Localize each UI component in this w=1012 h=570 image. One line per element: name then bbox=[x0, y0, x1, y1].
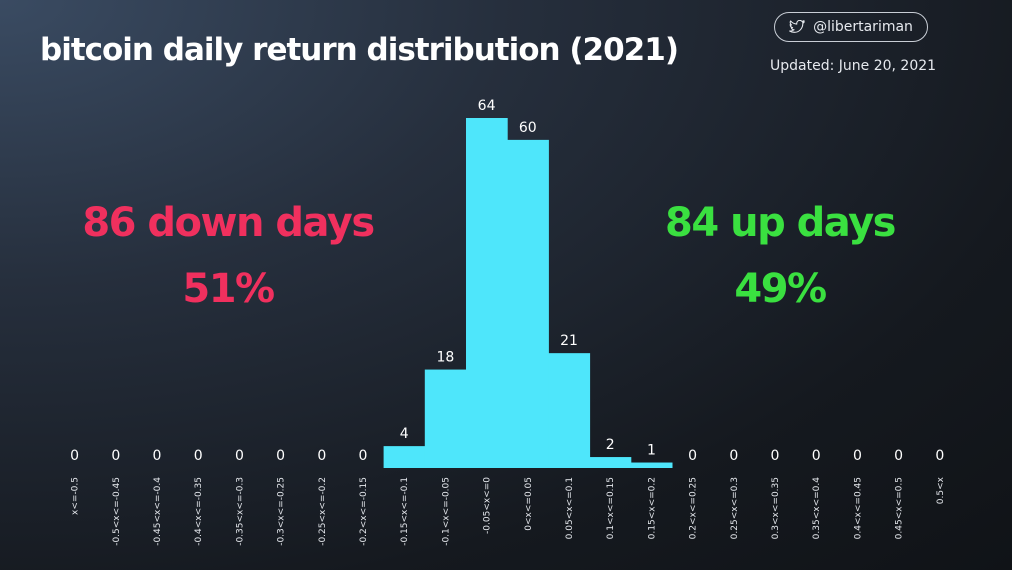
bar-value-label: 0 bbox=[853, 448, 862, 464]
category-tick-label: -0.35<x<=-0.3 bbox=[235, 477, 245, 546]
updated-date: Updated: June 20, 2021 bbox=[770, 58, 937, 74]
category-tick-label: 0.3<x<=0.35 bbox=[771, 477, 781, 539]
down-days-percent: 51% bbox=[182, 266, 275, 312]
bar-value-label: 21 bbox=[560, 333, 578, 349]
category-tick-label: -0.25<x<=-0.2 bbox=[318, 477, 328, 546]
category-tick-label: -0.4<x<=-0.35 bbox=[194, 477, 204, 546]
histogram-bar bbox=[630, 462, 673, 468]
bar-value-label: 0 bbox=[276, 448, 285, 464]
category-tick-label: -0.15<x<=-0.1 bbox=[400, 477, 410, 546]
bar-value-label: 64 bbox=[478, 98, 496, 114]
histogram-bar bbox=[424, 369, 467, 468]
category-tick-label: -0.2<x<=-0.15 bbox=[359, 477, 369, 546]
category-tick-label: x<=-0.5 bbox=[71, 477, 81, 515]
bar-value-label: 0 bbox=[70, 448, 79, 464]
bar-value-label: 0 bbox=[729, 448, 738, 464]
category-tick-label: -0.05<x<=0 bbox=[483, 477, 493, 534]
bar-value-label: 2 bbox=[606, 437, 615, 453]
bar-value-label: 0 bbox=[317, 448, 326, 464]
histogram-bar bbox=[466, 118, 508, 468]
histogram-bar bbox=[507, 139, 549, 468]
category-tick-label: -0.45<x<=-0.4 bbox=[153, 477, 163, 546]
bar-value-label: 0 bbox=[812, 448, 821, 464]
category-tick-label: -0.3<x<=-0.25 bbox=[277, 477, 287, 546]
bar-value-label: 1 bbox=[647, 443, 656, 459]
histogram-bar bbox=[383, 446, 426, 468]
bar-value-label: 0 bbox=[235, 448, 244, 464]
bar-value-label: 60 bbox=[519, 120, 537, 136]
category-tick-label: 0.5<x bbox=[936, 476, 946, 504]
category-tick-label: 0.15<x<=0.2 bbox=[647, 477, 657, 539]
histogram-bar bbox=[548, 353, 591, 468]
down-days-label: 86 down days bbox=[82, 200, 375, 246]
category-tick-label: 0.25<x<=0.3 bbox=[730, 477, 740, 539]
bar-value-label: 0 bbox=[771, 448, 780, 464]
bar-value-label: 18 bbox=[436, 350, 454, 366]
category-tick-label: -0.5<x<=-0.45 bbox=[112, 477, 122, 546]
bar-value-label: 0 bbox=[935, 448, 944, 464]
bar-value-label: 0 bbox=[111, 448, 120, 464]
bar-value-label: 0 bbox=[688, 448, 697, 464]
category-tick-label: 0<x<=0.05 bbox=[524, 477, 534, 531]
bar-value-label: 0 bbox=[194, 448, 203, 464]
bar-value-label: 4 bbox=[400, 426, 409, 442]
category-tick-label: 0.4<x<=0.45 bbox=[853, 477, 863, 539]
category-tick-label: 0.45<x<=0.5 bbox=[895, 477, 905, 539]
category-tick-label: 0.35<x<=0.4 bbox=[812, 477, 822, 540]
twitter-handle-badge[interactable]: @libertariman bbox=[774, 12, 928, 42]
twitter-bird-icon bbox=[789, 20, 805, 33]
category-tick-label: 0.05<x<=0.1 bbox=[565, 477, 575, 539]
up-days-label: 84 up days bbox=[665, 200, 896, 246]
category-tick-label: 0.2<x<=0.25 bbox=[689, 477, 699, 539]
bar-value-label: 0 bbox=[153, 448, 162, 464]
bar-value-label: 0 bbox=[359, 448, 368, 464]
chart-title: bitcoin daily return distribution (2021) bbox=[40, 32, 679, 68]
up-days-percent: 49% bbox=[734, 266, 827, 312]
category-tick-label: -0.1<x<=-0.05 bbox=[441, 477, 451, 546]
bar-value-label: 0 bbox=[894, 448, 903, 464]
histogram-bar bbox=[589, 457, 632, 468]
category-tick-label: 0.1<x<=0.15 bbox=[606, 477, 616, 539]
twitter-handle-text: @libertariman bbox=[813, 19, 913, 35]
